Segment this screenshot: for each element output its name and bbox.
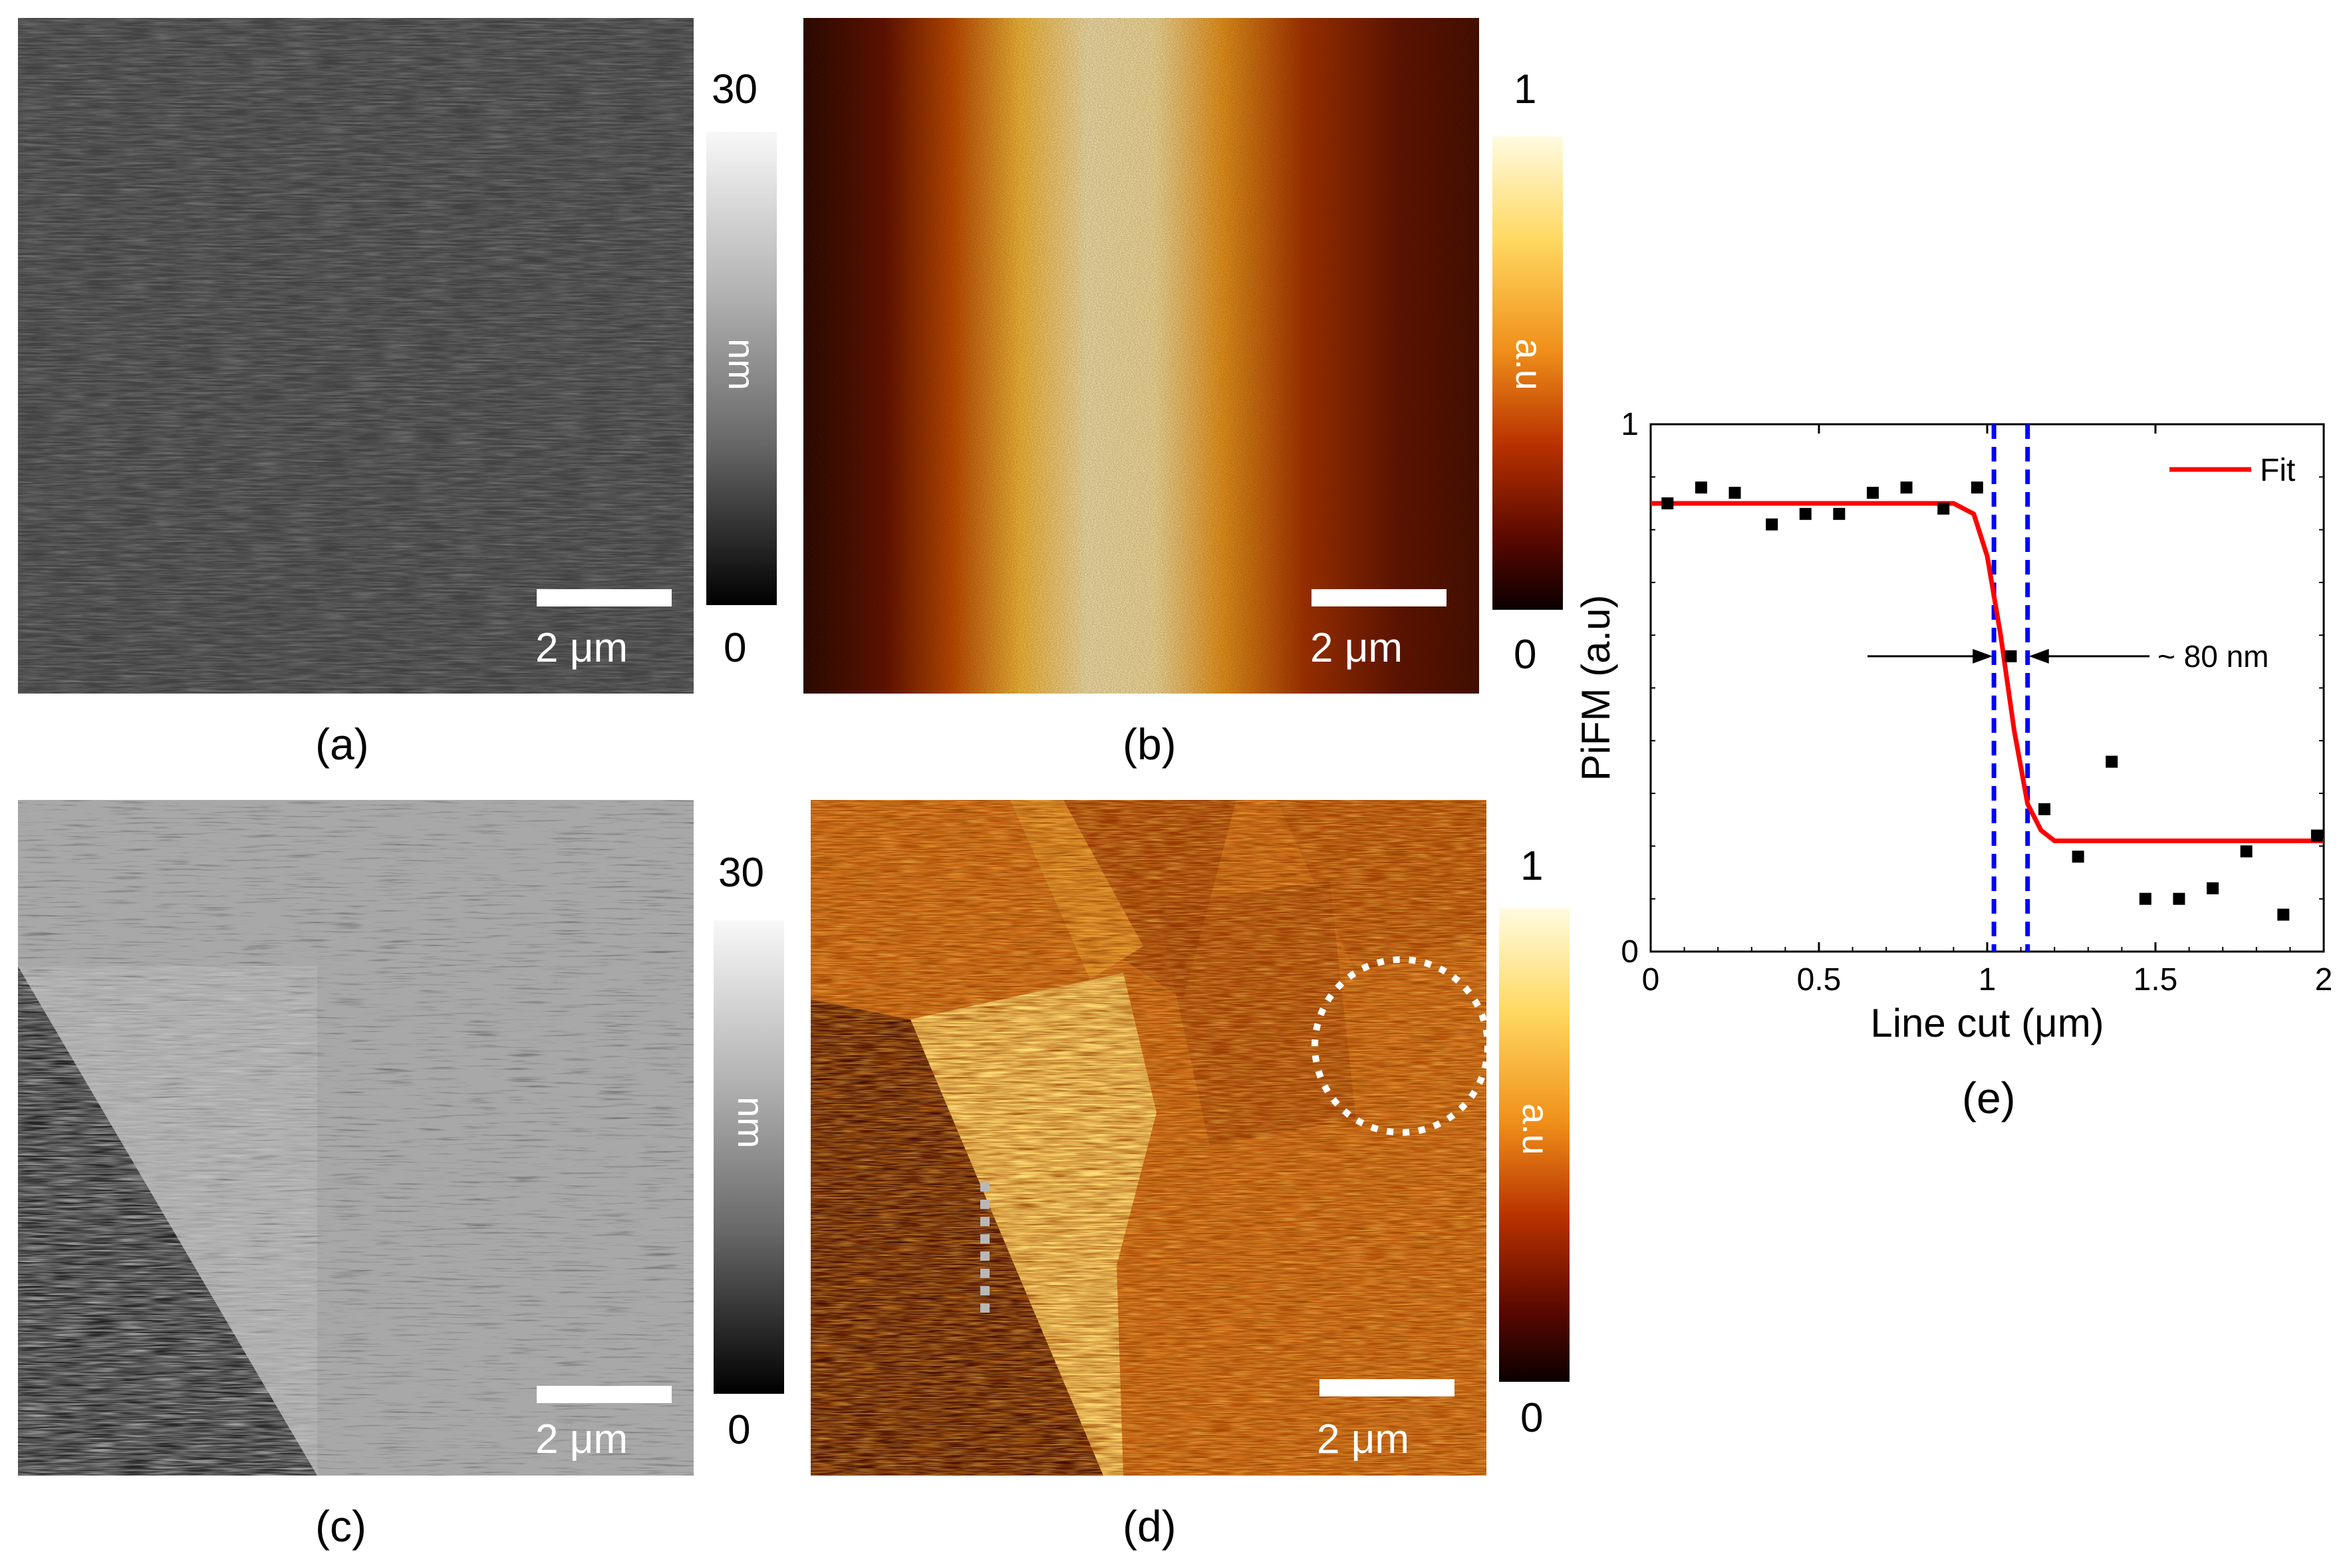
y-axis-label: PiFM (a.u) (1574, 594, 1618, 781)
data-point (1866, 487, 1879, 499)
x-tick-label: 1 (1979, 962, 1997, 997)
annotation-label: ~ 80 nm (2157, 639, 2269, 674)
panel-c-scalebar-label: 2 μm (535, 1416, 628, 1462)
panel-d-colorbar-unit: a.u (1514, 1103, 1557, 1155)
data-point (2106, 755, 2118, 768)
data-point (1900, 481, 1913, 494)
plot-e-data-points (1661, 481, 2323, 921)
x-tick-label: 0 (1642, 962, 1660, 997)
panel-d-scalebar (1319, 1379, 1454, 1396)
panel-b-label: (b) (1123, 719, 1176, 769)
panel-c-colorbar-min: 0 (728, 1407, 751, 1453)
data-point (2277, 908, 2290, 921)
panel-b-colorbar (1492, 136, 1563, 610)
data-point (2072, 850, 2084, 863)
data-point (2004, 650, 2017, 662)
data-point (1661, 497, 1674, 509)
legend-fit-label: Fit (2260, 453, 2295, 488)
plot-e-fit-line (1651, 501, 2324, 843)
panel-d-label: (d) (1123, 1502, 1176, 1551)
panel-b-colorbar-min: 0 (1514, 632, 1537, 678)
panel-d-scalebar-label: 2 μm (1317, 1416, 1410, 1462)
panel-b-image (803, 18, 1479, 694)
panel-a-scalebar (537, 589, 672, 606)
panel-a-scalebar-label: 2 μm (535, 625, 628, 671)
panel-a-colorbar (706, 132, 777, 605)
data-point (2038, 803, 2051, 815)
plot-e-dashed-lines (1991, 424, 2030, 952)
data-point (1833, 507, 1846, 520)
data-point (1695, 481, 1707, 494)
panel-c-scalebar (537, 1386, 672, 1403)
panel-c-image (18, 800, 694, 1476)
x-axis-label: Line cut (μm) (1870, 1001, 2104, 1045)
x-tick-label: 2 (2315, 962, 2333, 997)
panel-a-colorbar-min: 0 (724, 625, 747, 671)
panel-d-colorbar-min: 0 (1520, 1395, 1544, 1441)
panel-a-colorbar-unit: nm (720, 338, 763, 390)
data-point (2173, 892, 2185, 905)
x-tick-label: 1.5 (2134, 962, 2178, 997)
data-point (2240, 845, 2253, 858)
x-tick-label: 0.5 (1797, 962, 1842, 997)
panel-a-image (18, 18, 694, 694)
panel-e-label: (e) (1962, 1073, 2016, 1122)
plot-e-frame (1649, 423, 2325, 953)
panel-c-colorbar (714, 920, 784, 1394)
data-point (2139, 892, 2151, 905)
y-tick-label: 0 (1621, 934, 1639, 970)
data-point (1766, 518, 1778, 531)
annotation-arrow-right-head (2028, 648, 2049, 664)
data-point (1937, 502, 1950, 515)
data-point (2310, 829, 2323, 842)
plot-e-text: 0 0.5 1 1.5 2 0 1 Line cut (μm) PiFM (a.u) Fit ~ 8… (1574, 407, 2332, 1045)
plot-e-annotation-arrows (1867, 648, 2149, 664)
panel-a-colorbar-max: 30 (712, 66, 758, 112)
plot-e-axes (1649, 423, 2325, 953)
panel-c-colorbar-max: 30 (718, 850, 764, 896)
data-point (1799, 507, 1812, 520)
panel-d-colorbar (1499, 908, 1570, 1382)
panel-c-colorbar-unit: nm (730, 1097, 772, 1148)
data-point (1971, 481, 1983, 494)
panel-c-label: (c) (315, 1502, 366, 1551)
y-tick-label: 1 (1621, 407, 1639, 442)
panel-d-colorbar-max: 1 (1520, 843, 1544, 889)
panel-a-label: (a) (315, 719, 369, 769)
panel-b-scalebar-label: 2 μm (1310, 625, 1403, 671)
panel-b-colorbar-max: 1 (1514, 66, 1537, 112)
panel-b-colorbar-unit: a.u (1508, 338, 1550, 390)
data-point (2207, 882, 2219, 894)
annotation-arrow-left-head (1973, 648, 1993, 664)
fit-curve (1651, 501, 2324, 843)
panel-d-image (811, 800, 1486, 1476)
data-point (1728, 487, 1741, 499)
panel-b-scalebar (1312, 589, 1447, 606)
